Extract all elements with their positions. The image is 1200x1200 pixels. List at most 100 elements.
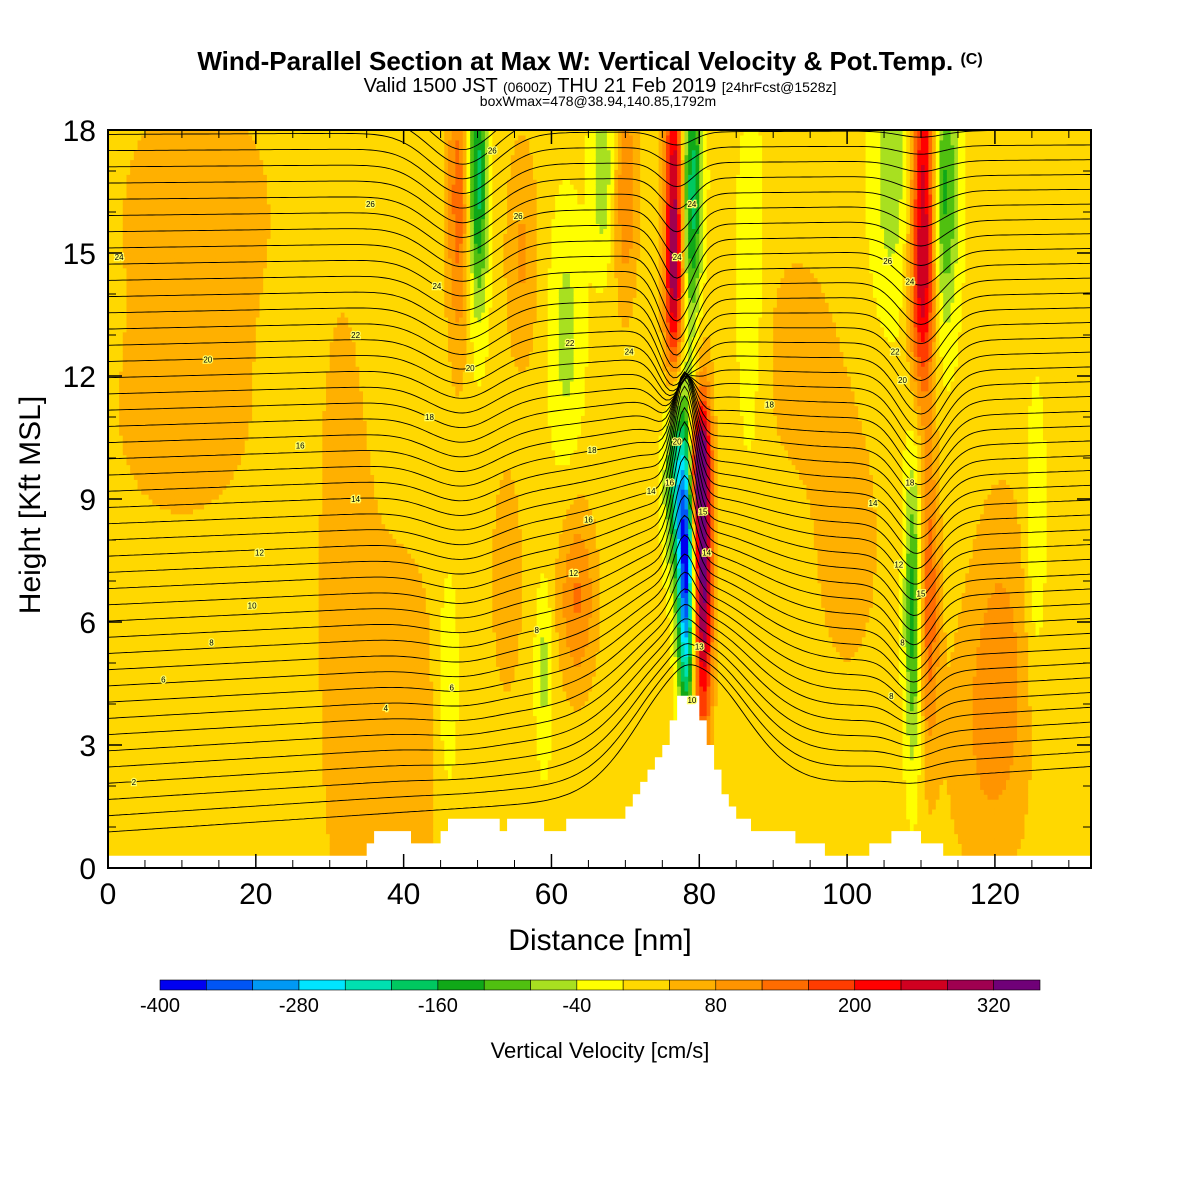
velocity-cell [174,371,179,377]
velocity-cell [152,735,157,741]
velocity-cell [159,572,165,579]
velocity-cell [159,587,165,594]
velocity-cell [111,562,116,569]
velocity-cell [148,828,153,835]
velocity-cell [152,602,157,608]
velocity-cell [152,730,157,736]
velocity-cell [222,695,227,702]
velocity-cell [200,449,205,456]
velocity-cell [130,631,135,638]
velocity-cell [122,184,128,190]
velocity-cell [108,371,113,377]
velocity-cell [222,617,227,623]
velocity-cell [170,371,176,377]
velocity-cell [163,316,168,323]
velocity-cell [178,818,183,825]
velocity-cell [215,685,220,692]
velocity-cell [193,287,198,293]
velocity-cell [226,326,231,333]
velocity-cell [189,789,194,795]
velocity-cell [122,690,128,697]
velocity-cell [189,400,194,407]
velocity-cell [215,154,220,161]
velocity-cell [196,385,201,392]
velocity-cell [108,813,113,820]
velocity-cell [181,272,187,279]
velocity-cell [204,572,209,579]
velocity-cell [141,661,146,667]
velocity-cell [189,813,194,820]
velocity-cell [189,164,194,170]
velocity-cell [218,302,224,308]
velocity-cell [119,449,124,456]
velocity-cell [211,228,216,234]
velocity-cell [200,193,205,200]
velocity-cell [167,253,172,259]
velocity-cell [189,636,194,643]
velocity-cell [130,518,135,525]
velocity-cell [115,361,120,367]
velocity-cell [207,489,213,495]
velocity-cell [222,622,227,628]
velocity-cell [111,641,116,648]
velocity-cell [108,528,113,535]
velocity-cell [181,223,187,229]
velocity-cell [211,297,216,303]
velocity-cell [222,228,227,234]
velocity-cell [178,626,183,633]
velocity-cell [229,843,235,849]
velocity-cell [122,749,128,756]
velocity-cell [144,582,150,589]
velocity-cell [133,695,139,702]
velocity-cell [200,213,205,220]
velocity-cell [193,371,198,377]
velocity-cell [152,238,157,244]
velocity-cell [126,361,131,367]
velocity-cell [152,764,157,771]
velocity-cell [122,597,128,603]
velocity-cell [167,233,172,239]
velocity-cell [200,277,205,284]
velocity-cell [148,430,153,436]
velocity-cell [126,612,131,618]
velocity-cell [193,749,198,756]
velocity-cell [163,764,168,771]
velocity-cell [193,513,198,520]
velocity-cell [130,818,135,825]
velocity-cell [200,444,205,451]
velocity-cell [130,420,135,426]
velocity-cell [178,558,183,564]
velocity-cell [133,174,139,180]
velocity-cell [196,189,201,195]
velocity-cell [204,238,209,244]
velocity-cell [167,681,172,687]
velocity-cell [156,548,161,554]
velocity-cell [196,784,201,790]
velocity-cell [185,848,190,854]
velocity-cell [137,464,142,471]
velocity-cell [159,681,165,687]
velocity-cell [111,449,116,456]
velocity-cell [215,479,220,485]
velocity-cell [137,523,142,530]
velocity-cell [170,257,176,264]
velocity-cell [226,134,231,141]
velocity-cell [215,499,220,505]
velocity-cell [200,715,205,721]
velocity-cell [152,838,157,844]
velocity-cell [211,838,216,844]
velocity-cell [111,577,116,584]
velocity-cell [159,794,165,800]
velocity-cell [126,725,131,731]
velocity-cell [159,774,165,781]
velocity-cell [137,779,142,785]
velocity-cell [122,725,128,731]
velocity-cell [152,705,157,712]
velocity-cell [133,725,139,731]
velocity-cell [200,346,205,352]
velocity-cell [211,203,216,210]
velocity-cell [167,430,172,436]
velocity-cell [189,577,194,584]
velocity-cell [211,646,216,653]
velocity-cell [167,213,172,220]
